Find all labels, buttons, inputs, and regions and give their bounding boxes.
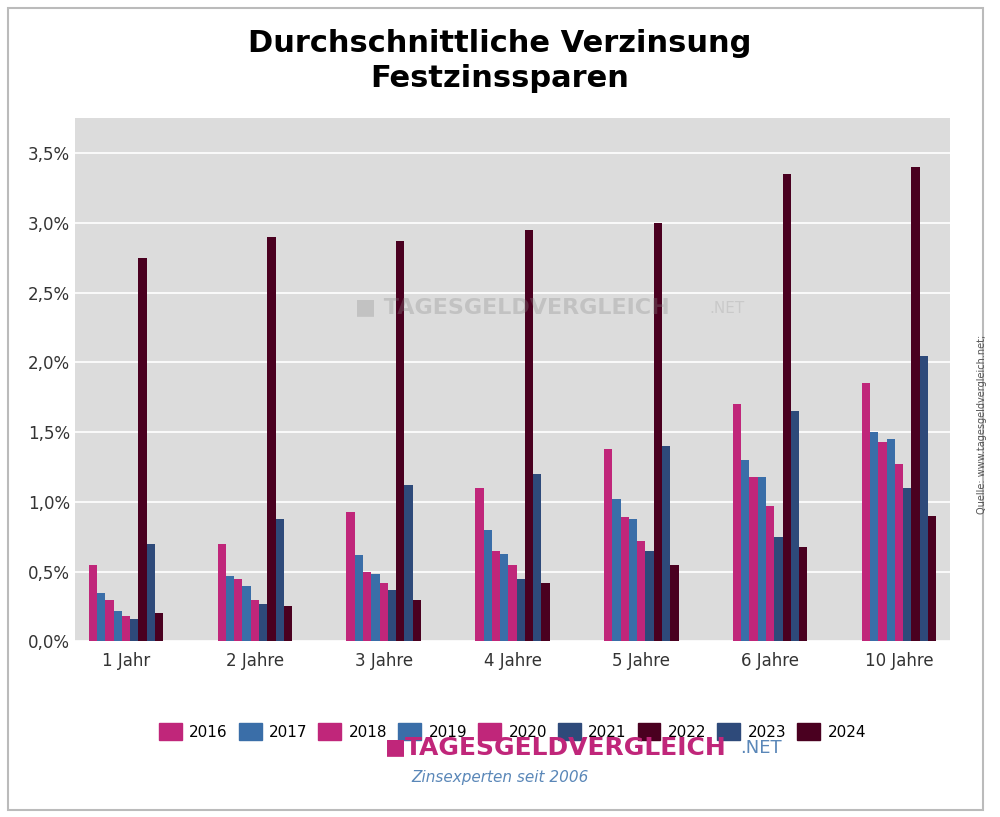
Bar <box>758 477 766 641</box>
Bar <box>541 583 550 641</box>
Bar <box>670 565 679 641</box>
Bar <box>218 544 226 641</box>
Bar <box>662 446 670 641</box>
Bar <box>654 223 662 641</box>
Bar <box>276 519 284 641</box>
Bar <box>533 474 541 641</box>
Bar <box>749 477 758 641</box>
Text: TAGESGELDVERGLEICH: TAGESGELDVERGLEICH <box>405 735 727 760</box>
Bar <box>242 586 251 641</box>
Bar <box>612 499 621 641</box>
Bar <box>637 541 645 641</box>
Bar <box>97 592 105 641</box>
Bar <box>114 610 122 641</box>
Bar <box>911 167 920 641</box>
Bar <box>791 411 799 641</box>
Bar <box>380 583 388 641</box>
Bar <box>733 404 741 641</box>
Bar <box>284 606 292 641</box>
Bar <box>105 600 114 641</box>
Bar <box>741 460 749 641</box>
Bar <box>267 237 276 641</box>
Bar <box>388 590 396 641</box>
Bar <box>404 485 413 641</box>
Bar <box>525 230 533 641</box>
Text: ■ TAGESGELDVERGLEICH: ■ TAGESGELDVERGLEICH <box>355 297 670 317</box>
Bar <box>147 544 155 641</box>
Bar <box>629 519 637 641</box>
Bar <box>234 578 242 641</box>
Bar <box>500 553 508 641</box>
Bar <box>259 604 267 641</box>
Bar <box>517 578 525 641</box>
Bar <box>346 511 355 641</box>
Bar <box>920 355 928 641</box>
Bar <box>878 442 887 641</box>
Bar <box>621 517 629 641</box>
Bar <box>774 537 783 641</box>
Bar <box>766 506 774 641</box>
Bar <box>363 572 371 641</box>
Bar <box>903 488 911 641</box>
Bar <box>508 565 517 641</box>
Bar <box>492 551 500 641</box>
Text: Zinsexperten seit 2006: Zinsexperten seit 2006 <box>411 770 589 785</box>
Text: .NET: .NET <box>709 301 745 315</box>
Text: .NET: .NET <box>740 739 782 757</box>
Bar <box>604 449 612 641</box>
Bar <box>895 464 903 641</box>
Bar <box>138 258 147 641</box>
Bar <box>928 516 936 641</box>
Bar <box>783 174 791 641</box>
Bar <box>799 547 807 641</box>
Bar <box>122 616 130 641</box>
Bar <box>484 529 492 641</box>
Text: Durchschnittliche Verzinsung
Festzinssparen: Durchschnittliche Verzinsung Festzinsspa… <box>248 29 752 93</box>
Bar <box>887 440 895 641</box>
Text: ■: ■ <box>385 738 414 757</box>
Bar <box>226 576 234 641</box>
Bar <box>89 565 97 641</box>
Bar <box>371 574 380 641</box>
Bar <box>475 488 484 641</box>
Bar <box>870 432 878 641</box>
Bar <box>413 600 421 641</box>
Bar <box>355 555 363 641</box>
Legend: 2016, 2017, 2018, 2019, 2020, 2021, 2022, 2023, 2024: 2016, 2017, 2018, 2019, 2020, 2021, 2022… <box>153 717 872 746</box>
Bar <box>251 600 259 641</box>
Bar <box>396 241 404 641</box>
Text: Quelle: www.tagesgeldvergleich.net;: Quelle: www.tagesgeldvergleich.net; <box>977 335 987 515</box>
Bar <box>862 383 870 641</box>
Bar <box>645 551 654 641</box>
Bar <box>130 619 138 641</box>
Bar <box>155 614 163 641</box>
